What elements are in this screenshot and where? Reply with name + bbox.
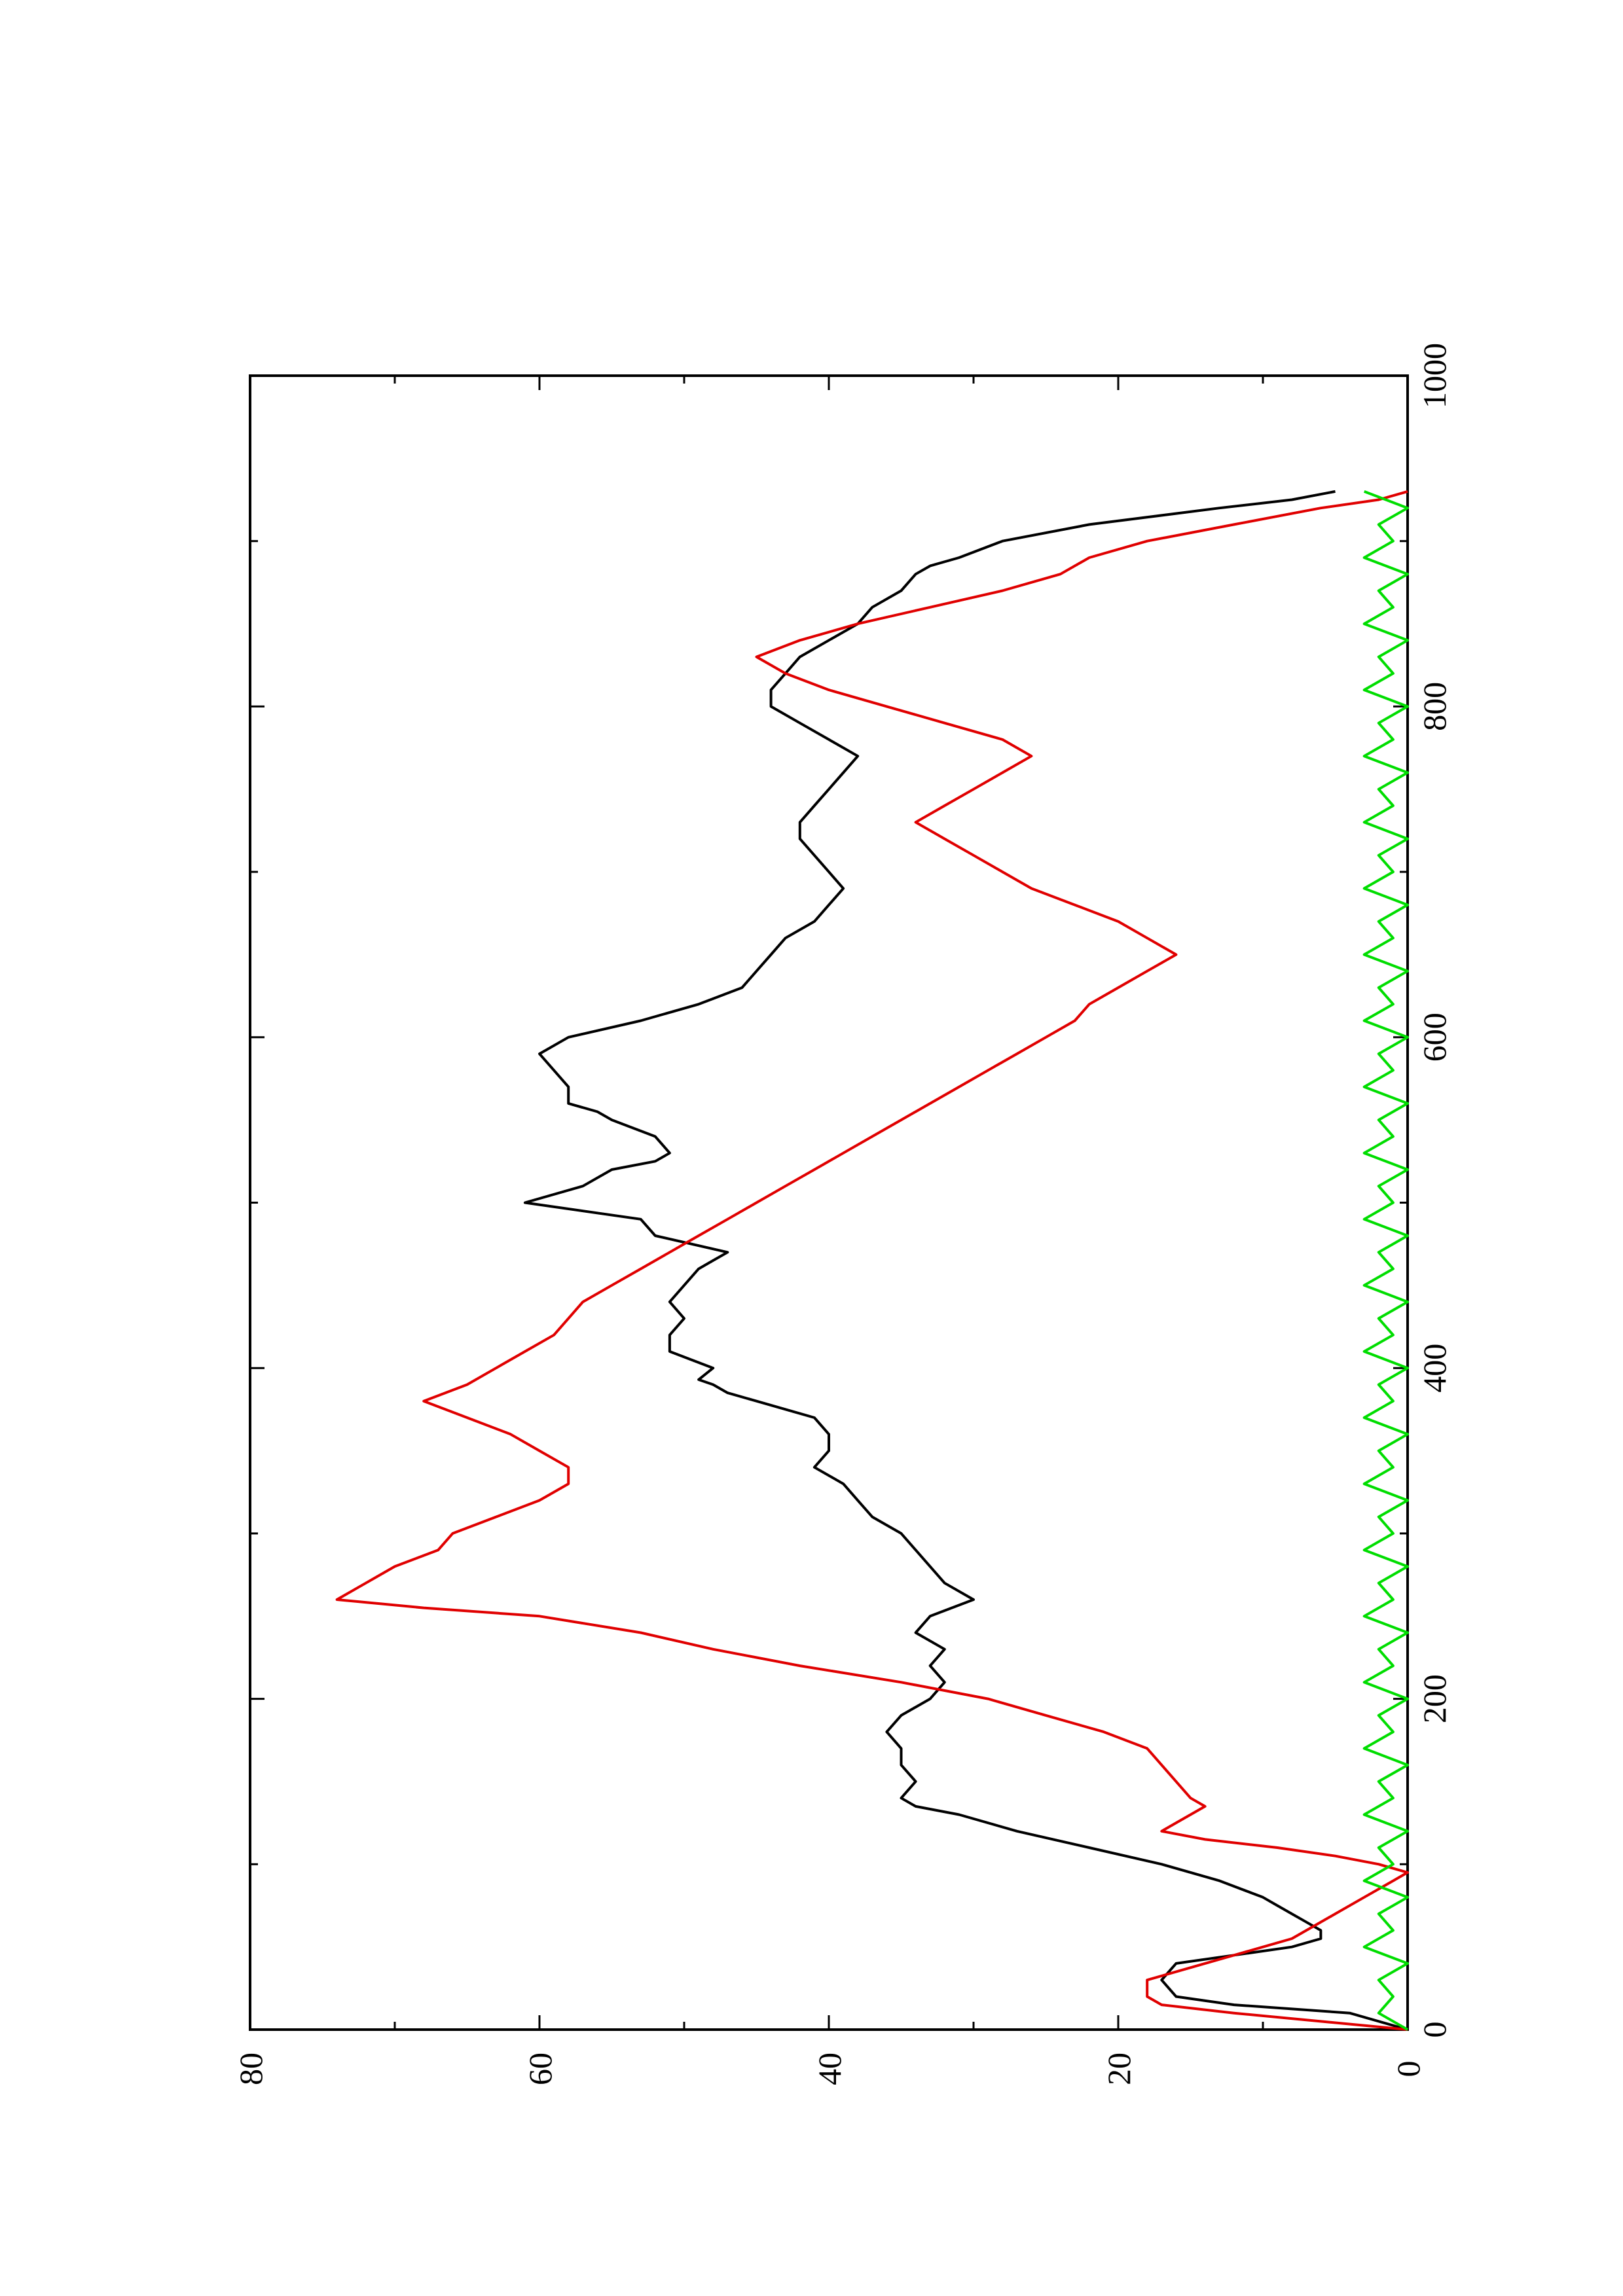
y-tick-label: 40 bbox=[811, 2053, 848, 2085]
x-tick-label: 0 bbox=[1416, 2022, 1453, 2038]
series-layer bbox=[335, 490, 1409, 2031]
axis-labels: 0 200 400 600 800 1000 0 20 40 60 80 bbox=[232, 343, 1453, 2085]
series-line-0 bbox=[523, 490, 1408, 2031]
plot-area bbox=[249, 374, 1409, 2031]
x-tick-label: 600 bbox=[1416, 1013, 1453, 1062]
y-tick-label: 20 bbox=[1101, 2053, 1137, 2085]
axis-ticks bbox=[249, 374, 1409, 2031]
x-tick-label: 400 bbox=[1416, 1344, 1453, 1393]
y-tick-label: 80 bbox=[232, 2053, 269, 2085]
x-tick-label: 800 bbox=[1416, 682, 1453, 731]
y-tick-label: 60 bbox=[522, 2053, 558, 2085]
plot-border bbox=[249, 374, 1409, 2031]
series-line-2 bbox=[1362, 490, 1409, 2031]
x-tick-label: 1000 bbox=[1416, 343, 1453, 408]
y-tick-label: 0 bbox=[1390, 2061, 1427, 2077]
x-tick-label: 200 bbox=[1416, 1674, 1453, 1723]
series-line-1 bbox=[335, 490, 1409, 2031]
